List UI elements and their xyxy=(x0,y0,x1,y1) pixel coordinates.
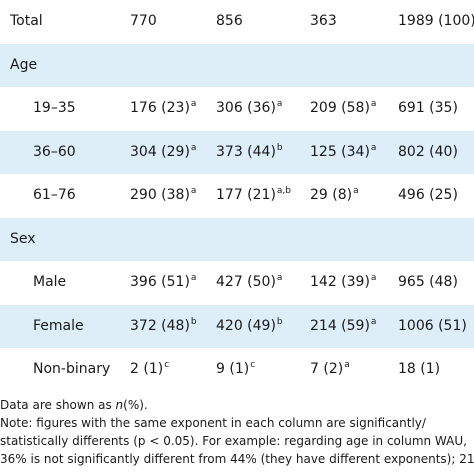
note-text: (%). xyxy=(123,398,148,412)
cell-value: 176 (23) xyxy=(130,100,190,116)
section-header-age: Age xyxy=(0,43,474,87)
cell-value: 2 (1) xyxy=(130,361,164,377)
cell-col4: 802 (40) xyxy=(398,143,458,160)
row-label: Non-binary xyxy=(33,361,111,377)
exponent: a xyxy=(276,99,283,109)
cell-col2: 373 (44)b xyxy=(216,131,283,175)
cell-col4: 965 (48) xyxy=(398,274,458,290)
cell-value: 396 (51) xyxy=(130,274,190,290)
row-label: Female xyxy=(33,317,84,334)
exponent: a xyxy=(190,273,197,283)
cell-col2: 427 (50)a xyxy=(216,261,282,305)
cell-col1: 372 (48)b xyxy=(130,305,197,349)
cell-col1: 396 (51)a xyxy=(130,261,196,305)
cell-col2: 9 (1)c xyxy=(216,348,255,392)
note-line-2: Note: figures with the same exponent in … xyxy=(0,416,426,430)
row-label: Male xyxy=(33,274,67,290)
cell-value: 214 (59) xyxy=(310,317,370,334)
exponent: a xyxy=(353,186,359,196)
exponent: a xyxy=(370,316,377,327)
table-row: 36–60 304 (29)a 373 (44)b 125 (34)a 802 … xyxy=(0,130,474,175)
cell-col3: 142 (39)a xyxy=(310,261,376,305)
row-label: 61–76 xyxy=(33,187,76,203)
cell-value: 142 (39) xyxy=(310,274,370,290)
exponent: a xyxy=(370,273,377,283)
row-label: 19–35 xyxy=(33,100,76,116)
note-line-4: 36% is not significantly different from … xyxy=(0,452,474,466)
note-line-3: statistically differents (p < 0.05). For… xyxy=(0,434,467,448)
cell-col3: 209 (58)a xyxy=(310,87,376,131)
cell-col3: 363 xyxy=(310,13,337,29)
data-table: Total 770 856 363 1989 (100) Age 19–35 1… xyxy=(0,0,474,392)
cell-col3: 125 (34)a xyxy=(310,131,376,175)
cell-col1: 304 (29)a xyxy=(130,131,196,175)
cell-col4: 1989 (100) xyxy=(398,13,474,29)
cell-col4: 1006 (51) xyxy=(398,317,467,334)
cell-value: 427 (50) xyxy=(216,274,276,290)
cell-value: 290 (38) xyxy=(130,187,190,203)
note-line-1: Data are shown as n(%). xyxy=(0,396,474,414)
cell-value: 125 (34) xyxy=(310,143,370,160)
exponent: c xyxy=(250,360,256,370)
cell-value: 306 (36) xyxy=(216,100,276,116)
cell-col2: 177 (21)a,b xyxy=(216,174,291,218)
cell-value: 420 (49) xyxy=(216,317,276,334)
cell-col4: 18 (1) xyxy=(398,361,441,377)
cell-col4: 691 (35) xyxy=(398,100,458,116)
exponent: a xyxy=(370,99,377,109)
exponent: a xyxy=(190,186,197,196)
cell-value: 372 (48) xyxy=(130,317,190,334)
cell-value: 304 (29) xyxy=(130,143,190,160)
cell-value: 177 (21) xyxy=(216,187,276,203)
cell-value: 9 (1) xyxy=(216,361,250,377)
cell-value: 29 (8) xyxy=(310,187,353,203)
table-row: Female 372 (48)b 420 (49)b 214 (59)a 100… xyxy=(0,304,474,349)
table-notes: Data are shown as n(%). Note: figures wi… xyxy=(0,396,474,468)
cell-col3: 29 (8)a xyxy=(310,174,359,218)
table-row: Male 396 (51)a 427 (50)a 142 (39)a 965 (… xyxy=(0,261,474,305)
table-row: Non-binary 2 (1)c 9 (1)c 7 (2)a 18 (1) xyxy=(0,348,474,392)
cell-col2: 856 xyxy=(216,13,243,29)
exponent: a xyxy=(190,99,197,109)
cell-value: 7 (2) xyxy=(310,361,344,377)
cell-col2: 306 (36)a xyxy=(216,87,282,131)
cell-value: 209 (58) xyxy=(310,100,370,116)
exponent: c xyxy=(164,360,170,370)
exponent: a,b xyxy=(276,186,292,196)
exponent: b xyxy=(276,316,283,327)
section-label: Age xyxy=(10,56,38,73)
cell-col1: 2 (1)c xyxy=(130,348,169,392)
section-label: Sex xyxy=(10,230,36,247)
row-label: 36–60 xyxy=(33,143,76,160)
exponent: a xyxy=(190,142,197,153)
exponent: a xyxy=(370,142,377,153)
row-label: Total xyxy=(10,13,43,29)
cell-col4: 496 (25) xyxy=(398,187,458,203)
exponent: b xyxy=(190,316,197,327)
cell-col1: 290 (38)a xyxy=(130,174,196,218)
cell-col3: 214 (59)a xyxy=(310,305,376,349)
table-row: 61–76 290 (38)a 177 (21)a,b 29 (8)a 496 … xyxy=(0,174,474,218)
cell-col2: 420 (49)b xyxy=(216,305,283,349)
note-italic-n: n xyxy=(115,398,124,412)
cell-value: 373 (44) xyxy=(216,143,276,160)
exponent: a xyxy=(344,360,350,370)
section-header-sex: Sex xyxy=(0,217,474,261)
exponent: b xyxy=(276,142,283,153)
table-row-total: Total 770 856 363 1989 (100) xyxy=(0,0,474,44)
note-text: Data are shown as xyxy=(0,398,116,412)
cell-col3: 7 (2)a xyxy=(310,348,350,392)
cell-col1: 176 (23)a xyxy=(130,87,196,131)
cell-col1: 770 xyxy=(130,13,157,29)
exponent: a xyxy=(276,273,283,283)
table-row: 19–35 176 (23)a 306 (36)a 209 (58)a 691 … xyxy=(0,87,474,131)
